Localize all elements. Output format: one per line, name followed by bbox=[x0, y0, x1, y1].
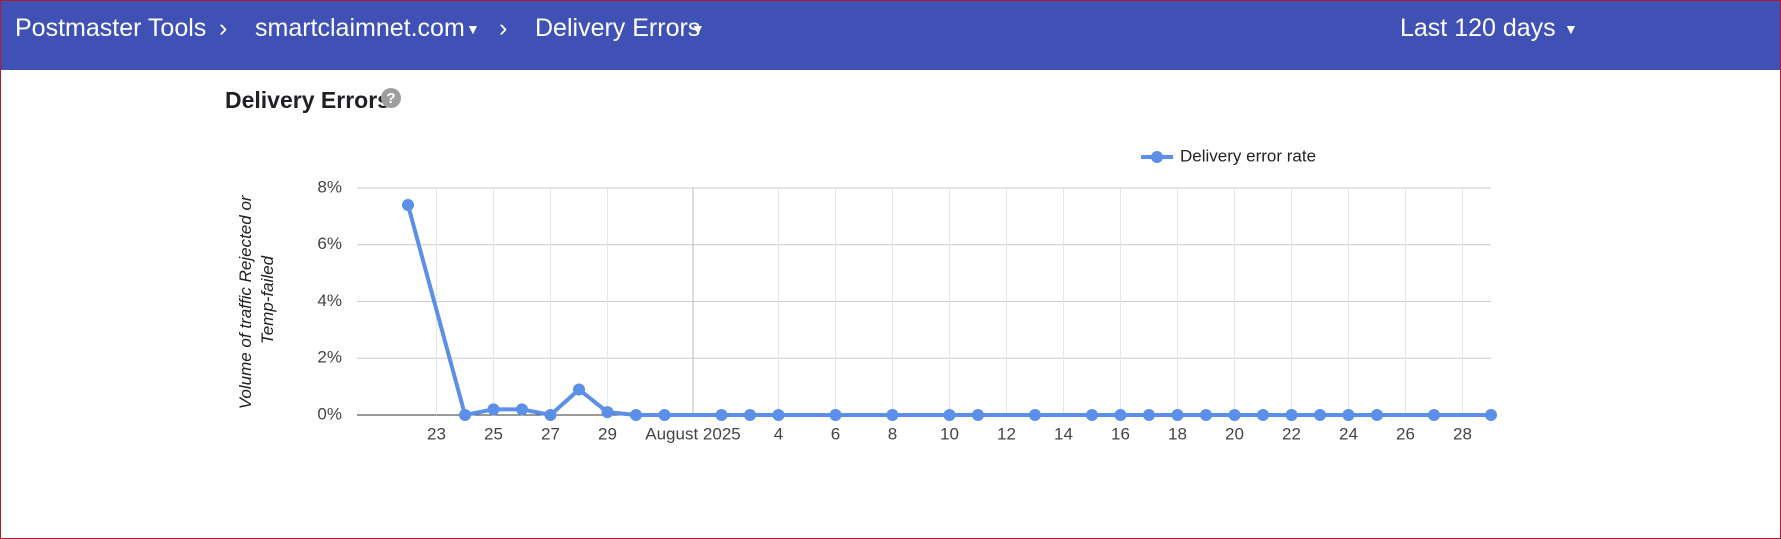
data-point bbox=[886, 409, 899, 421]
data-point bbox=[1171, 409, 1184, 421]
x-tick-label: 29 bbox=[598, 424, 617, 443]
app-name[interactable]: Postmaster Tools bbox=[15, 14, 207, 42]
data-point bbox=[1485, 409, 1497, 421]
y-axis-label: Volume of traffic Rejected or Temp-faile… bbox=[236, 191, 277, 410]
data-point bbox=[1029, 409, 1041, 421]
x-tick-label: 4 bbox=[774, 424, 783, 443]
data-point bbox=[715, 409, 728, 421]
data-point bbox=[972, 409, 984, 421]
x-tick-label: 26 bbox=[1396, 424, 1415, 443]
range-selector[interactable]: Last 120 days bbox=[1400, 14, 1556, 42]
top-bar: Postmaster Tools › smartclaimnet.com ▼ ›… bbox=[1, 1, 1780, 70]
data-point bbox=[772, 409, 785, 421]
breadcrumb-separator: › bbox=[499, 14, 508, 42]
data-point bbox=[1314, 409, 1326, 421]
data-point bbox=[1257, 409, 1269, 421]
y-tick-label: 6% bbox=[317, 234, 342, 253]
x-tick-label: 22 bbox=[1282, 424, 1301, 443]
legend-swatch-dot bbox=[1151, 151, 1163, 163]
x-tick-label: 8 bbox=[888, 424, 897, 443]
y-tick-label: 0% bbox=[317, 404, 342, 423]
help-icon[interactable] bbox=[381, 88, 401, 108]
x-tick-label: 28 bbox=[1453, 424, 1472, 443]
data-point bbox=[1114, 409, 1127, 421]
data-point bbox=[544, 409, 557, 421]
data-point bbox=[516, 403, 528, 416]
x-tick-label: August 2025 bbox=[645, 424, 740, 443]
data-point bbox=[658, 409, 671, 421]
chart-title: Delivery Errors bbox=[225, 87, 390, 113]
breadcrumb-separator: › bbox=[219, 14, 228, 42]
data-point bbox=[1228, 409, 1241, 421]
data-point bbox=[1143, 409, 1155, 421]
x-tick-label: 12 bbox=[997, 424, 1016, 443]
data-point bbox=[1285, 409, 1298, 421]
x-tick-label: 16 bbox=[1111, 424, 1130, 443]
data-point bbox=[1086, 409, 1098, 421]
x-tick-label: 23 bbox=[427, 424, 446, 443]
x-tick-label: 10 bbox=[940, 424, 959, 443]
help-icon-glyph: ? bbox=[386, 90, 395, 107]
y-tick-label: 2% bbox=[317, 348, 342, 367]
data-point bbox=[573, 383, 585, 396]
data-point bbox=[630, 409, 642, 421]
x-tick-label: 25 bbox=[484, 424, 503, 443]
data-point bbox=[829, 409, 842, 421]
x-tick-label: 27 bbox=[541, 424, 560, 443]
x-tick-label: 20 bbox=[1225, 424, 1244, 443]
data-point bbox=[601, 406, 614, 419]
data-point bbox=[459, 409, 471, 421]
y-axis-label-line: Temp-failed bbox=[258, 255, 277, 344]
data-point bbox=[1342, 409, 1355, 421]
data-point bbox=[1200, 409, 1212, 421]
x-tick-label: 18 bbox=[1168, 424, 1187, 443]
y-axis-label-line: Volume of traffic Rejected or bbox=[236, 194, 255, 409]
y-tick-label: 4% bbox=[317, 291, 342, 310]
dropdown-caret: ▼ bbox=[466, 21, 480, 37]
data-point bbox=[744, 409, 756, 421]
data-point bbox=[1428, 409, 1440, 421]
y-tick-label: 8% bbox=[317, 177, 342, 196]
data-point bbox=[943, 409, 956, 421]
page-selector[interactable]: Delivery Errors bbox=[535, 14, 701, 42]
legend-label: Delivery error rate bbox=[1180, 146, 1316, 165]
data-point bbox=[487, 403, 500, 416]
data-point bbox=[402, 199, 414, 212]
x-tick-label: 6 bbox=[831, 424, 840, 443]
domain-selector[interactable]: smartclaimnet.com bbox=[255, 14, 465, 42]
dropdown-caret: ▼ bbox=[691, 21, 705, 37]
data-point bbox=[1371, 409, 1383, 421]
dropdown-caret: ▼ bbox=[1564, 21, 1578, 37]
x-tick-label: 24 bbox=[1339, 424, 1358, 443]
x-tick-label: 14 bbox=[1054, 424, 1073, 443]
